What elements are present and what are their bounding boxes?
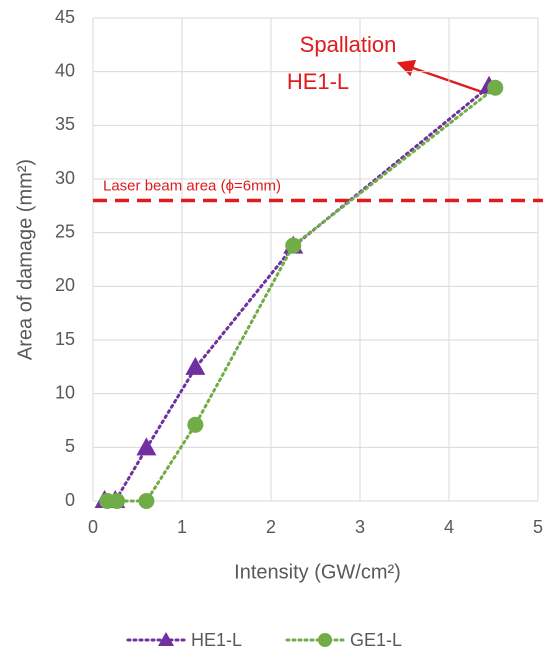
circle-marker bbox=[109, 493, 126, 509]
legend-marker bbox=[318, 633, 332, 647]
y-tick-label: 0 bbox=[65, 490, 75, 510]
legend-label: GE1-L bbox=[350, 630, 402, 650]
x-tick-label: 0 bbox=[88, 517, 98, 537]
y-tick-label: 45 bbox=[55, 7, 75, 27]
circle-marker bbox=[138, 493, 155, 509]
annotation-text: HE1-L bbox=[287, 69, 349, 94]
y-tick-label: 20 bbox=[55, 275, 75, 295]
legend-label: HE1-L bbox=[191, 630, 242, 650]
y-tick-label: 35 bbox=[55, 114, 75, 134]
y-tick-label: 30 bbox=[55, 168, 75, 188]
series-line bbox=[105, 86, 497, 503]
x-tick-label: 4 bbox=[444, 517, 454, 537]
circle-marker bbox=[187, 416, 204, 433]
series-line bbox=[103, 85, 491, 503]
y-tick-label: 25 bbox=[55, 221, 75, 241]
annotation-arrow bbox=[396, 59, 486, 95]
circle-marker bbox=[285, 237, 302, 254]
reference-label: Laser beam area (ϕ=6mm) bbox=[103, 177, 281, 194]
triangle-marker bbox=[136, 437, 157, 456]
x-tick-label: 3 bbox=[355, 517, 365, 537]
x-tick-label: 1 bbox=[177, 517, 187, 537]
annotation-text: Spallation bbox=[300, 32, 397, 57]
x-tick-label: 2 bbox=[266, 517, 276, 537]
y-tick-label: 40 bbox=[55, 60, 75, 80]
triangle-marker bbox=[185, 356, 206, 375]
x-axis-title: Intensity (GW/cm²) bbox=[234, 561, 401, 583]
y-axis-title: Area of damage (mm²) bbox=[14, 159, 36, 360]
y-tick-label: 5 bbox=[65, 436, 75, 456]
y-tick-label: 15 bbox=[55, 329, 75, 349]
circle-marker bbox=[487, 79, 504, 96]
x-tick-label: 5 bbox=[533, 517, 543, 537]
legend-marker bbox=[158, 632, 174, 646]
y-tick-label: 10 bbox=[55, 382, 75, 402]
